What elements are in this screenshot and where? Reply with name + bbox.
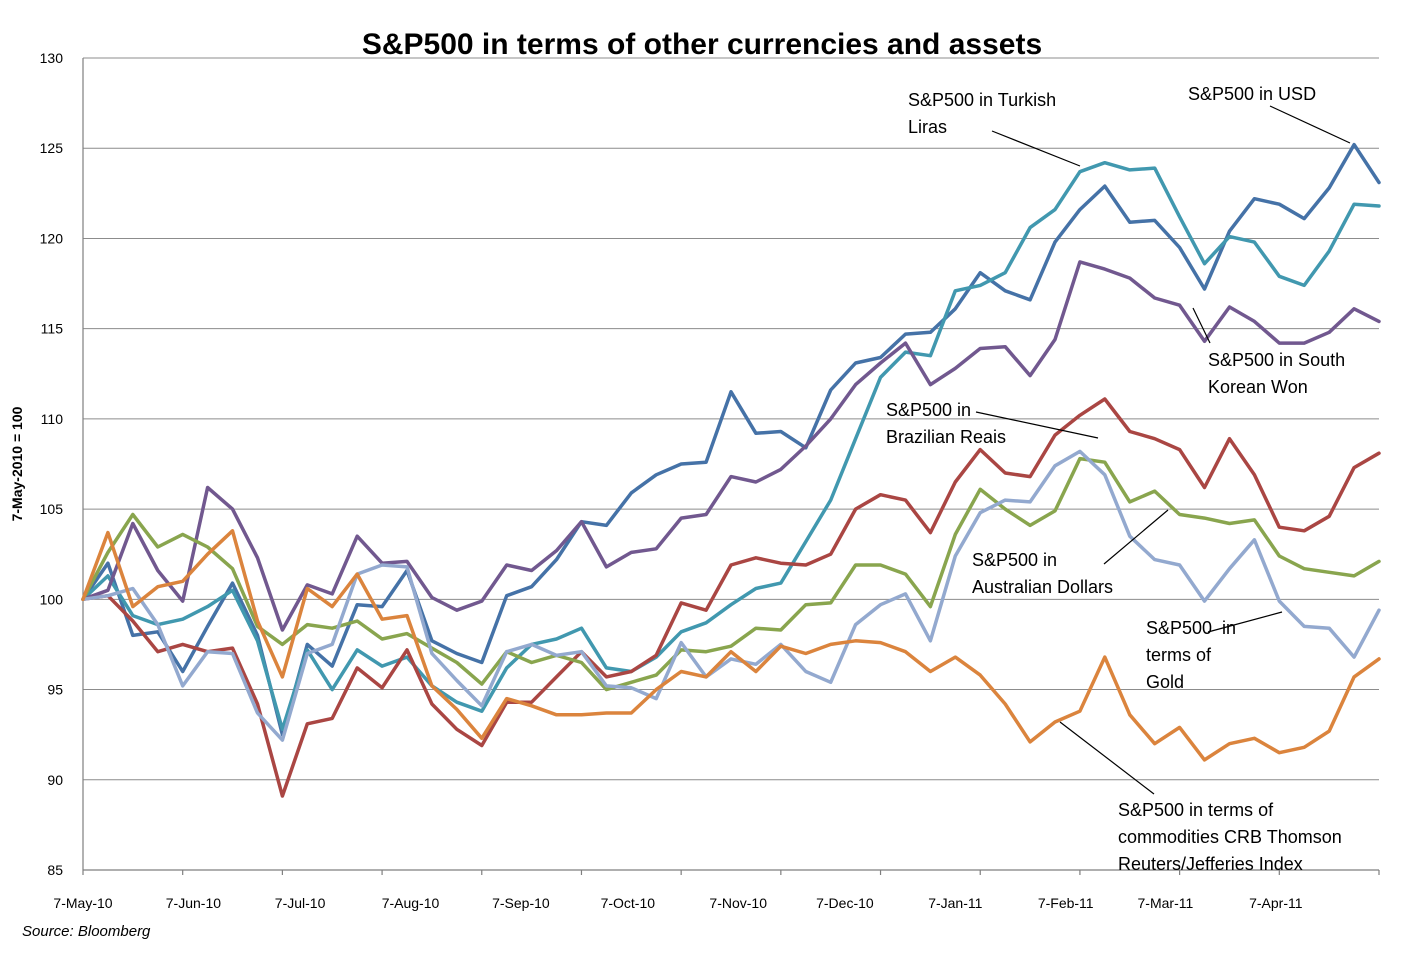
gridlines bbox=[83, 57, 1379, 781]
annotation-line: Reuters/Jefferies Index bbox=[1118, 854, 1303, 874]
series-line-2 bbox=[81, 260, 1381, 632]
annotation-line: Gold bbox=[1146, 672, 1184, 692]
y-tick-label: 85 bbox=[47, 862, 63, 878]
annotation-line: S&P500 in bbox=[972, 550, 1057, 570]
chart-title: S&P500 in terms of other currencies and … bbox=[362, 28, 1042, 61]
annotation-line: commodities CRB Thomson bbox=[1118, 827, 1342, 847]
annotation-line: S&P500 in terms of bbox=[1118, 800, 1274, 820]
annotation-label: S&P500 in Australian Dollars bbox=[972, 550, 1113, 597]
annotation-line: Korean Won bbox=[1208, 377, 1308, 397]
annotation-line: Australian Dollars bbox=[972, 577, 1113, 597]
y-axis-label: 7-May-2010 = 100 bbox=[9, 406, 25, 521]
annotation-label: S&P500 in terms of Gold bbox=[1146, 618, 1236, 692]
series-line-5 bbox=[81, 449, 1381, 742]
y-tick-label: 115 bbox=[41, 321, 64, 337]
x-tick-label: 7-Apr-11 bbox=[1249, 895, 1303, 911]
y-tick-label: 90 bbox=[47, 772, 63, 788]
series-line-4 bbox=[81, 456, 1381, 692]
y-tick-labels: 85 90 95 100 105 110 115 120 125 130 bbox=[40, 50, 64, 878]
annotation-label: S&P500 in USD bbox=[1188, 84, 1316, 104]
x-tick-labels: 7-May-10 7-Jun-10 7-Jul-10 7-Aug-10 7-Sep-10… bbox=[53, 895, 1302, 911]
annotation-leaders bbox=[975, 105, 1351, 795]
annotation-line: S&P500 in bbox=[1146, 618, 1236, 638]
x-tick-label: 7-Sep-10 bbox=[492, 895, 550, 911]
y-tick-label: 100 bbox=[40, 591, 64, 607]
annotation-leader bbox=[1192, 307, 1211, 344]
x-tick-label: 7-Mar-11 bbox=[1138, 895, 1194, 911]
annotation-line: S&P500 in South bbox=[1208, 350, 1345, 370]
x-tick-label: 7-Jul-10 bbox=[275, 895, 326, 911]
annotation-label: S&P500 in South Korean Won bbox=[1208, 350, 1345, 397]
annotation-line: S&P500 in Turkish bbox=[908, 90, 1056, 110]
annotation-line: S&P500 in USD bbox=[1188, 84, 1316, 104]
annotation-leader bbox=[1103, 509, 1169, 565]
annotation-leader bbox=[975, 411, 1099, 439]
series-line-3 bbox=[81, 397, 1381, 798]
x-tick-label: 7-Aug-10 bbox=[382, 895, 440, 911]
annotation-line: terms of bbox=[1146, 645, 1212, 665]
annotation-leader bbox=[1059, 721, 1155, 795]
annotation-leader bbox=[1269, 105, 1351, 144]
annotation-label: S&P500 in Turkish Liras bbox=[908, 90, 1056, 137]
x-tick-label: 7-Dec-10 bbox=[816, 895, 874, 911]
y-tick-label: 125 bbox=[40, 140, 64, 156]
x-tick-label: 7-Jan-11 bbox=[928, 895, 982, 911]
x-tick-label: 7-Jun-10 bbox=[166, 895, 221, 911]
y-tick-label: 130 bbox=[40, 50, 64, 66]
annotation-label: S&P500 in Brazilian Reais bbox=[886, 400, 1006, 447]
source-note: Source: Bloomberg bbox=[22, 923, 151, 940]
series-lines bbox=[81, 142, 1381, 798]
axes bbox=[82, 58, 1380, 875]
x-tick-label: 7-Oct-10 bbox=[601, 895, 656, 911]
annotations: S&P500 in Turkish Liras S&P500 in USD S&P50… bbox=[886, 84, 1345, 874]
x-tick-label: 7-Feb-11 bbox=[1038, 895, 1094, 911]
y-tick-label: 120 bbox=[40, 230, 64, 246]
annotation-leader bbox=[991, 130, 1081, 167]
annotation-line: Brazilian Reais bbox=[886, 427, 1006, 447]
annotation-label: S&P500 in terms of commodities CRB Thomso… bbox=[1118, 800, 1342, 874]
y-tick-label: 95 bbox=[47, 682, 63, 698]
series-line-6 bbox=[81, 529, 1381, 762]
annotation-line: S&P500 in bbox=[886, 400, 971, 420]
x-tick-label: 7-May-10 bbox=[53, 895, 112, 911]
annotation-line: Liras bbox=[908, 117, 947, 137]
x-tick-label: 7-Nov-10 bbox=[709, 895, 767, 911]
annotation-leader bbox=[1207, 611, 1283, 633]
y-tick-label: 105 bbox=[40, 501, 64, 517]
y-tick-label: 110 bbox=[41, 411, 64, 427]
